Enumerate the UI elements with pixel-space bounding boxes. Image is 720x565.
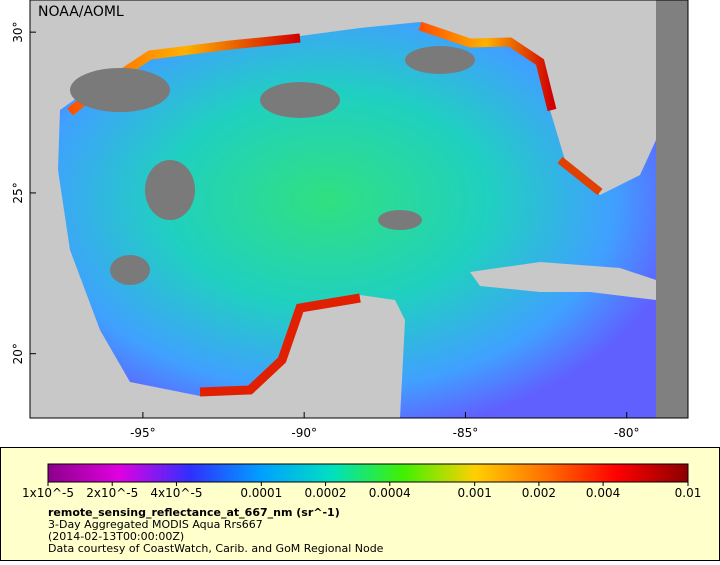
map-area bbox=[30, 0, 688, 418]
colorbar-tick-label: 0.0002 bbox=[305, 486, 347, 500]
no-data-strip bbox=[656, 0, 688, 418]
colorbar-tick-label: 0.0001 bbox=[240, 486, 282, 500]
colorbar-tick-label: 0.002 bbox=[522, 486, 556, 500]
credit: Data courtesy of CoastWatch, Carib. and … bbox=[48, 542, 384, 555]
colorbar-tick-label: 0.01 bbox=[675, 486, 702, 500]
x-tick-label: -95° bbox=[130, 426, 156, 440]
x-tick-label: -85° bbox=[453, 426, 479, 440]
colorbar-tick-label: 0.001 bbox=[457, 486, 491, 500]
variable-name: remote_sensing_reflectance_at_667_nm (sr… bbox=[48, 506, 340, 519]
colorbar-tick-label: 2x10^-5 bbox=[86, 486, 138, 500]
florida-turbid bbox=[557, 156, 603, 196]
x-tick-label: -90° bbox=[291, 426, 317, 440]
time: (2014-02-13T00:00:00Z) bbox=[48, 530, 184, 543]
colorbar-tick-label: 0.0004 bbox=[369, 486, 411, 500]
colorbar-tick-label: 4x10^-5 bbox=[150, 486, 202, 500]
colorbar-tick-label: 1x10^-5 bbox=[22, 486, 74, 500]
y-tick-label: 20° bbox=[11, 343, 25, 364]
yucatan-turbid bbox=[199, 293, 361, 397]
y-tick-label: 30° bbox=[11, 22, 25, 43]
description: 3-Day Aggregated MODIS Aqua Rrs667 bbox=[48, 518, 263, 531]
colorbar-bar bbox=[47, 463, 689, 483]
map-title: NOAA/AOML bbox=[38, 4, 124, 20]
sea bbox=[58, 22, 656, 418]
east-coast-turbid bbox=[418, 21, 557, 112]
y-tick-label: 25° bbox=[11, 182, 25, 203]
colorbar: 1x10^-5 2x10^-5 4x10^-5 0.0001 0.0002 0.0004 0… bbox=[22, 463, 702, 500]
x-tick-label: -80° bbox=[614, 426, 640, 440]
clouds bbox=[70, 46, 475, 285]
map-frame bbox=[29, 0, 689, 419]
colorbar-tick-label: 0.004 bbox=[586, 486, 620, 500]
cuba bbox=[470, 262, 656, 300]
